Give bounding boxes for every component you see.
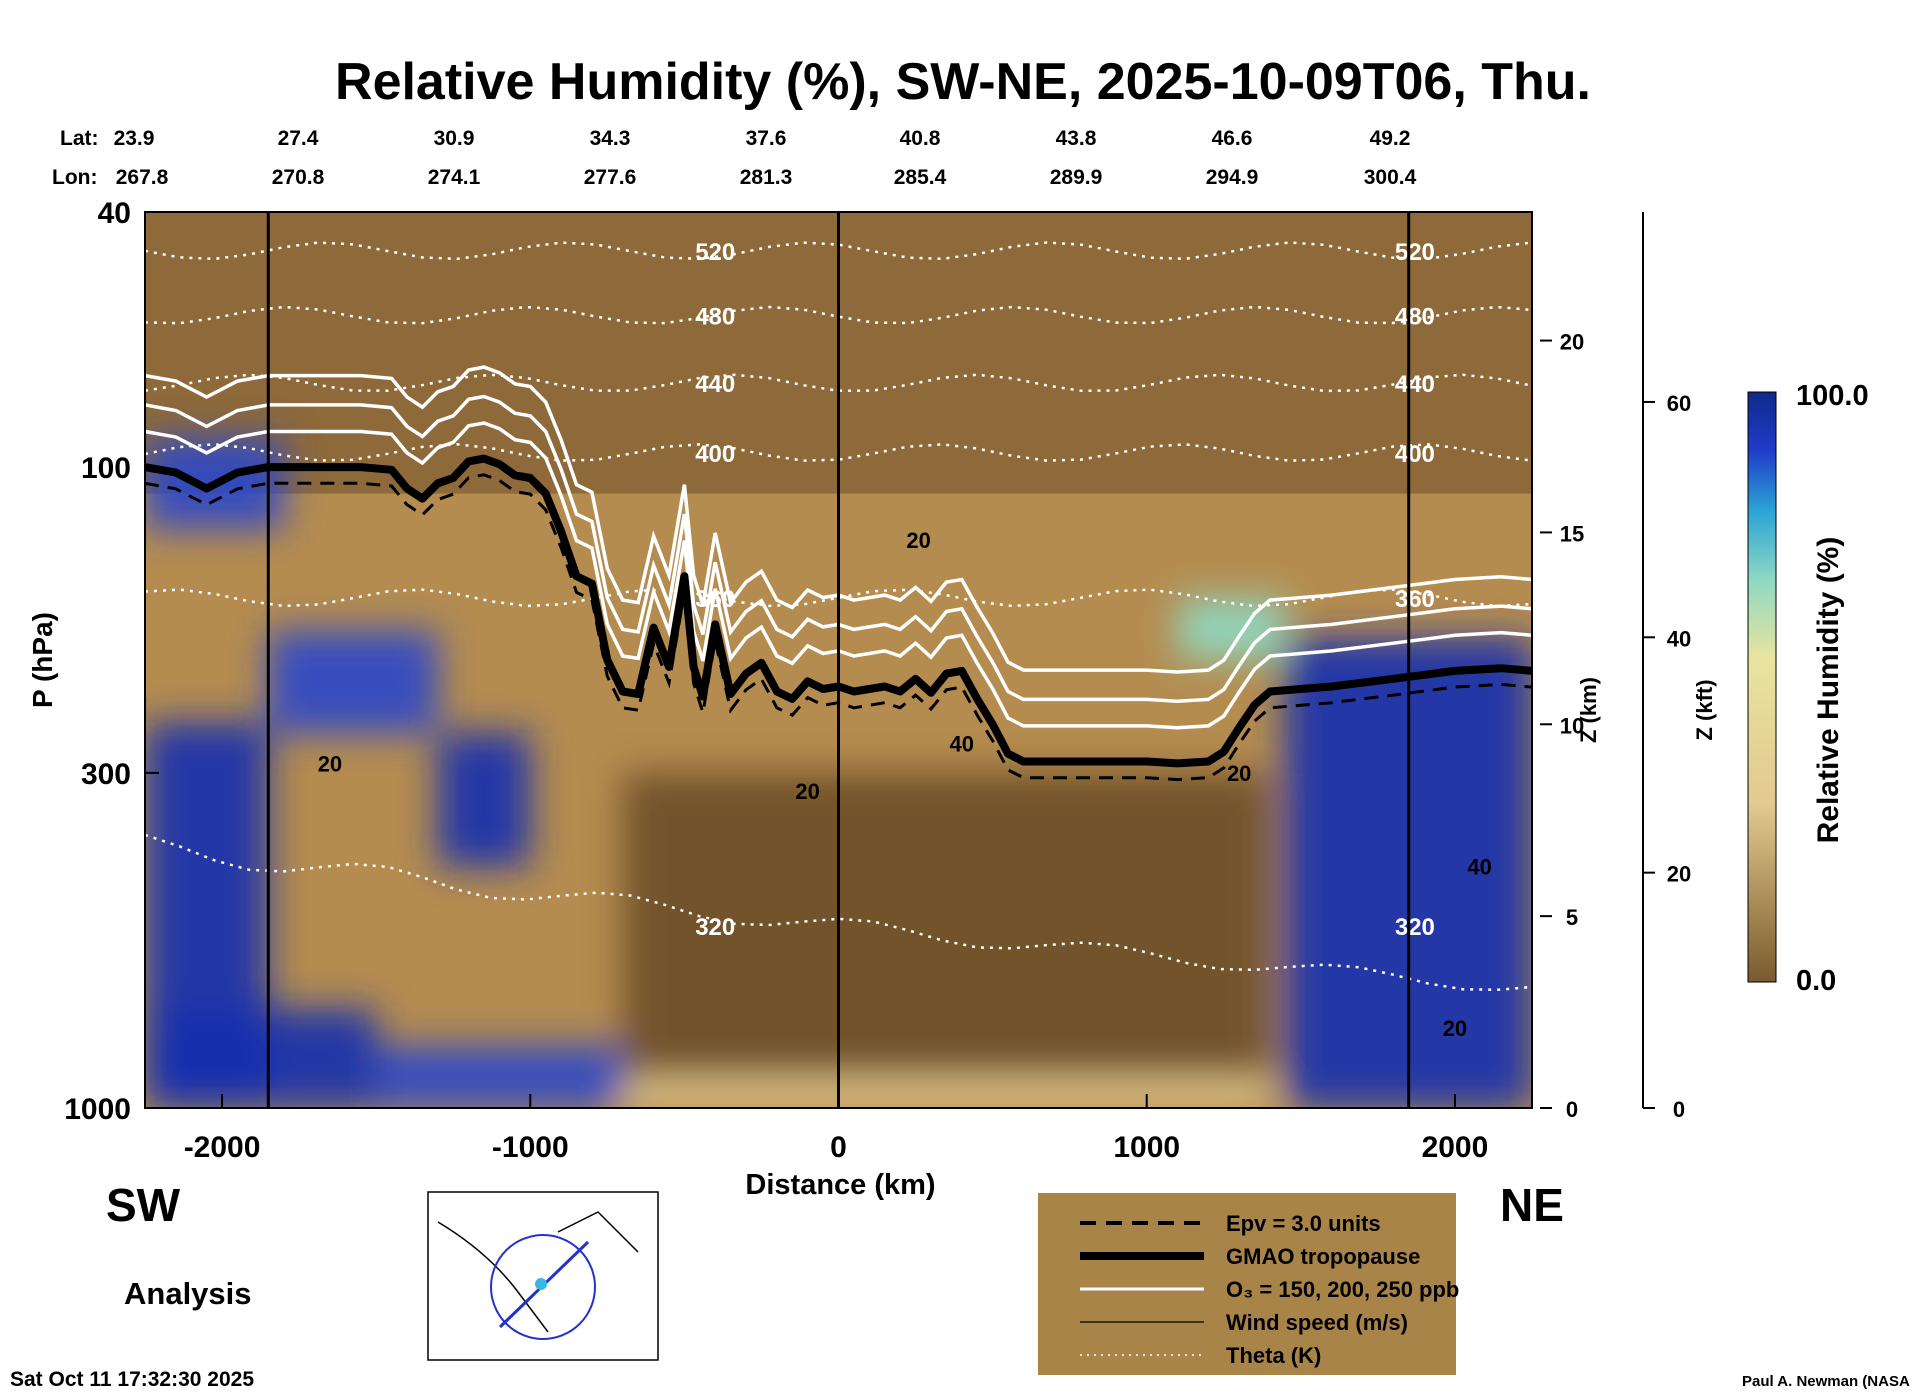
credit: Paul A. Newman (NASA <box>1742 1373 1910 1390</box>
zkm-axis-label: Z (km) <box>1576 677 1601 743</box>
x-tick-label-2: 0 <box>830 1131 847 1164</box>
ozone-contour-2 <box>145 365 1532 674</box>
lat-value-0: 23.9 <box>114 127 155 150</box>
x-axis-label: Distance (km) <box>745 1169 935 1201</box>
colorbar <box>1747 391 1777 983</box>
wind-label-1: 20 <box>906 528 930 553</box>
colorbar-min-label: 0.0 <box>1796 965 1836 997</box>
wind-label-2: 20 <box>795 779 819 804</box>
y-tick-label-3: 1000 <box>64 1093 131 1126</box>
x-tick-label-4: 2000 <box>1422 1131 1489 1164</box>
theta-label-400-1: 400 <box>1395 441 1435 468</box>
timestamp: Sat Oct 11 17:32:30 2025 <box>10 1368 255 1391</box>
zkm-tick-label-0: 0 <box>1566 1097 1578 1122</box>
y-tick-label-0: 40 <box>98 197 131 230</box>
lat-row-label: Lat: <box>60 127 99 150</box>
theta-label-520-1: 520 <box>1395 239 1435 266</box>
rh-cell-4 <box>376 1045 623 1108</box>
rh-cell-2 <box>268 630 438 734</box>
ozone-contour-0 <box>145 421 1532 730</box>
lon-value-4: 281.3 <box>740 166 793 189</box>
theta-label-480-0: 480 <box>695 303 735 330</box>
theta-label-520-0: 520 <box>695 239 735 266</box>
x-tick-label-3: 1000 <box>1113 1131 1180 1164</box>
lat-value-3: 34.3 <box>590 127 631 150</box>
lon-value-5: 285.4 <box>894 166 947 189</box>
zkm-tick-label-2: 10 <box>1560 713 1584 738</box>
colorbar-label: Relative Humidity (%) <box>1812 537 1845 844</box>
zkft-tick-label-2: 40 <box>1667 626 1691 651</box>
direction-sw: SW <box>106 1179 181 1231</box>
wind-label-3: 40 <box>950 732 974 757</box>
inset-circle <box>490 1234 596 1340</box>
lat-value-1: 27.4 <box>278 127 319 150</box>
direction-ne: NE <box>1500 1179 1564 1231</box>
lon-value-6: 289.9 <box>1050 166 1103 189</box>
lat-value-8: 49.2 <box>1370 127 1411 150</box>
rh-cell-7 <box>622 772 1271 1079</box>
wind-label-6: 20 <box>1443 1016 1467 1041</box>
zkft-tick-label-3: 60 <box>1667 391 1691 416</box>
wind-label-5: 40 <box>1467 855 1491 880</box>
lon-row-label: Lon: <box>52 166 97 189</box>
lon-value-1: 270.8 <box>272 166 325 189</box>
inset-center-marker <box>535 1278 547 1290</box>
rh-cell-8 <box>622 1078 1271 1108</box>
rh-cell-1 <box>437 733 531 867</box>
x-tick-label-0: -2000 <box>184 1131 261 1164</box>
theta-label-480-1: 480 <box>1395 303 1435 330</box>
lon-value-8: 300.4 <box>1364 166 1417 189</box>
lat-value-2: 30.9 <box>434 127 475 150</box>
zkm-tick-label-3: 15 <box>1560 521 1584 546</box>
lon-value-2: 274.1 <box>428 166 481 189</box>
analysis-label: Analysis <box>124 1276 252 1311</box>
lat-value-5: 40.8 <box>900 127 941 150</box>
y-axis-label: P (hPa) <box>27 612 58 708</box>
theta-label-360-0: 360 <box>695 586 735 613</box>
legend-label-4: Theta (K) <box>1226 1343 1321 1368</box>
lon-value-7: 294.9 <box>1206 166 1259 189</box>
legend-label-2: O₃ = 150, 200, 250 ppb <box>1226 1277 1459 1302</box>
legend-label-0: Epv = 3.0 units <box>1226 1211 1381 1236</box>
theta-label-440-0: 440 <box>695 371 735 398</box>
rh-cell-3 <box>145 1008 377 1108</box>
colorbar-max-label: 100.0 <box>1796 380 1869 412</box>
ozone-contour-1 <box>145 394 1532 704</box>
zkft-tick-label-1: 20 <box>1667 862 1691 887</box>
zkft-axis-label: Z (kft) <box>1692 679 1717 740</box>
inset-coastline <box>437 1211 639 1333</box>
theta-label-320-0: 320 <box>695 914 735 941</box>
theta-label-320-1: 320 <box>1395 914 1435 941</box>
y-tick-label-2: 300 <box>81 758 131 791</box>
zkm-tick-label-4: 20 <box>1560 330 1584 355</box>
chart-title: Relative Humidity (%), SW-NE, 2025-10-09… <box>335 53 1591 111</box>
lon-value-0: 267.8 <box>116 166 169 189</box>
wind-label-4: 20 <box>1227 761 1251 786</box>
legend-label-1: GMAO tropopause <box>1226 1244 1420 1269</box>
theta-label-360-1: 360 <box>1395 586 1435 613</box>
zkft-tick-label-0: 0 <box>1673 1097 1685 1122</box>
lat-value-4: 37.6 <box>746 127 787 150</box>
lat-value-6: 43.8 <box>1056 127 1097 150</box>
x-tick-label-1: -1000 <box>492 1131 569 1164</box>
tropopause-line <box>145 454 1532 768</box>
zkm-tick-label-1: 5 <box>1566 905 1578 930</box>
lon-value-3: 277.6 <box>584 166 637 189</box>
legend-label-3: Wind speed (m/s) <box>1226 1310 1408 1335</box>
y-tick-label-1: 100 <box>81 452 131 485</box>
wind-label-0: 20 <box>318 751 342 776</box>
epv-contour <box>145 473 1532 782</box>
lat-value-7: 46.6 <box>1212 127 1253 150</box>
theta-label-440-1: 440 <box>1395 371 1435 398</box>
theta-label-400-0: 400 <box>695 441 735 468</box>
inset-map <box>427 1191 659 1361</box>
